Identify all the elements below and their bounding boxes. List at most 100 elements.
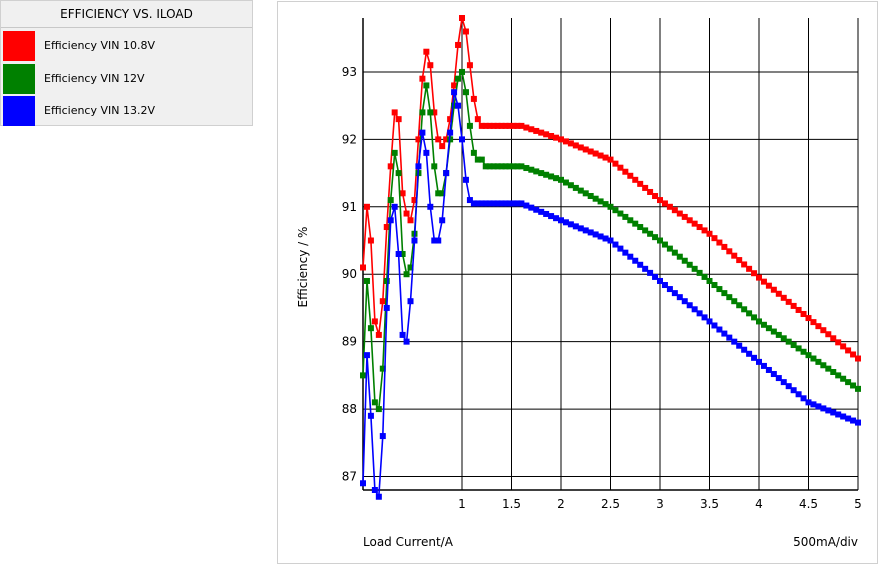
data-point [459,15,465,21]
data-point [671,290,678,297]
data-point [543,210,550,217]
data-point [835,411,842,418]
data-point [502,200,509,207]
y-axis-title: Efficiency / % [296,227,310,308]
data-point [671,207,678,214]
data-point [627,253,634,260]
data-point [582,227,589,234]
data-point [399,251,406,257]
data-point [855,419,861,426]
legend-swatch-red [3,30,35,61]
data-point [840,343,847,350]
data-point [431,109,438,116]
data-point [360,372,366,379]
data-point [558,217,564,224]
data-point [562,219,569,226]
data-point [800,395,807,402]
data-point [447,116,454,123]
data-point [721,330,728,337]
data-point [855,355,861,362]
data-point [371,318,378,325]
data-point [459,68,465,75]
data-point [587,193,594,200]
data-point [746,265,753,272]
data-point [612,207,619,214]
data-point [760,278,767,285]
data-point [498,122,505,129]
data-point [528,204,535,211]
data-point [716,326,723,333]
data-point [647,230,654,237]
data-point [423,149,430,156]
data-point [455,102,462,109]
data-point [466,197,473,204]
data-point [676,210,683,217]
data-point [490,163,497,170]
data-point [840,375,847,382]
data-point [652,234,659,241]
data-point [637,224,644,231]
data-point [367,325,374,332]
data-point [553,215,560,222]
data-point [647,188,654,195]
data-point [617,210,624,217]
x-scale-note: 500mA/div [793,535,858,549]
data-point [780,294,787,301]
data-point [676,253,683,260]
data-point [795,306,802,313]
data-point [431,163,438,170]
data-point [462,89,469,96]
data-point [736,302,743,309]
data-point [395,170,402,177]
data-point [741,261,748,268]
data-point [770,328,777,335]
data-point [407,298,414,305]
data-point [562,138,569,145]
data-point [622,249,629,256]
legend-swatch-blue [3,95,35,126]
data-point [518,163,525,170]
data-point [459,136,465,143]
legend-swatch-green [3,63,35,94]
data-point [597,198,604,205]
data-point [383,277,390,284]
data-point [835,372,842,379]
data-point [510,122,517,129]
data-point [810,355,817,362]
data-point [825,331,832,338]
data-point [676,294,683,301]
data-point [494,200,501,207]
legend-item-vin-12v[interactable]: Efficiency VIN 12V [1,62,254,95]
data-point [731,252,738,259]
data-point [538,170,545,177]
data-point [746,310,753,317]
legend-item-vin-10-8v[interactable]: Efficiency VIN 10.8V [1,29,254,62]
x-axis-title: Load Current/A [363,535,454,549]
data-point [780,335,787,342]
data-point [572,184,579,191]
data-point [642,265,649,272]
data-point [367,237,374,244]
legend-title: EFFICIENCY VS. ILOAD [1,1,252,28]
data-point [617,245,624,252]
legend-label: Efficiency VIN 13.2V [44,104,155,117]
data-point [602,154,609,161]
data-point [661,282,668,289]
legend-item-vin-13-2v[interactable]: Efficiency VIN 13.2V [1,94,254,127]
data-point [741,306,748,313]
data-point [423,48,430,55]
data-point [533,206,540,213]
data-point [514,200,521,207]
data-point [790,302,797,309]
data-point [528,166,535,173]
data-point [435,190,442,197]
data-point [657,197,663,204]
data-point [612,160,619,167]
data-point [498,163,505,170]
data-point [518,122,525,129]
data-point [825,407,832,414]
legend-label: Efficiency VIN 12V [44,72,145,85]
data-point [379,298,386,305]
data-point [820,362,827,369]
x-tick-label: 4 [755,497,763,511]
